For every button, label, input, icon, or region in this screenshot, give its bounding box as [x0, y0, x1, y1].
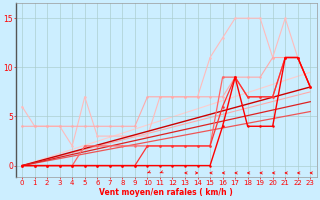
X-axis label: Vent moyen/en rafales ( km/h ): Vent moyen/en rafales ( km/h ) — [99, 188, 233, 197]
